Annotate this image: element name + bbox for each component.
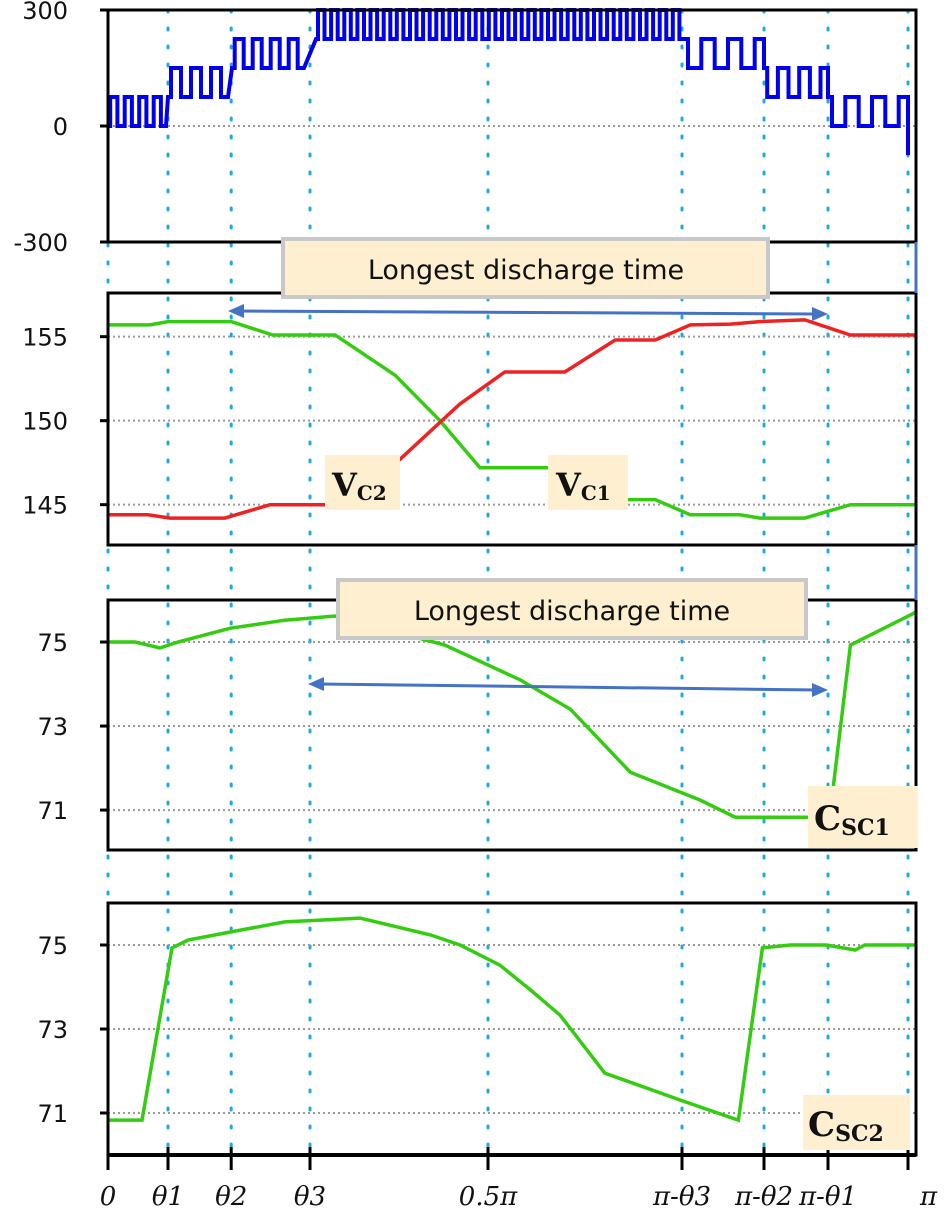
series-VC1 <box>108 319 916 520</box>
x-tick-label: 0 <box>100 1182 117 1212</box>
y-tick-label: 73 <box>37 1016 68 1044</box>
panel-4: 75 73 71 <box>37 901 918 1157</box>
panel-frame <box>106 291 918 547</box>
arrow-head <box>812 683 828 697</box>
svg-text:VC2: VC2 <box>331 466 387 505</box>
csc1-main: C <box>814 799 841 839</box>
csc1-label: CSC1 <box>808 786 918 848</box>
double-arrow <box>317 682 819 692</box>
x-axis: 0 θ1 θ2 θ3 0.5π π-θ3 π-θ2 π-θ1 π <box>100 1147 938 1212</box>
arrow-head <box>308 677 324 691</box>
y-tick-label: 150 <box>22 408 68 436</box>
vc1-label: VC1 <box>548 455 628 510</box>
svg-text:CSC1: CSC1 <box>814 799 890 841</box>
panel-2: 155 150 145 <box>22 291 918 547</box>
series-output-voltage <box>108 8 910 155</box>
y-tick-label: 71 <box>37 797 68 825</box>
csc2-label: CSC2 <box>803 1095 910 1150</box>
x-tick-label: θ1 <box>152 1182 184 1212</box>
discharge-label-2: Longest discharge time <box>414 596 730 627</box>
y-tick-label: 155 <box>22 324 68 352</box>
svg-text:CSC2: CSC2 <box>808 1105 884 1147</box>
y-tick-label: -300 <box>14 229 68 257</box>
panel-3: 75 73 71 <box>37 598 918 852</box>
arrows <box>228 304 828 697</box>
x-tick-label: π-θ2 <box>734 1182 793 1212</box>
csc1-sub: SC1 <box>841 815 890 841</box>
svg-text:VC1: VC1 <box>555 466 611 505</box>
vc1-main: V <box>555 466 582 504</box>
arrow-head <box>812 307 828 321</box>
panels: 300 0 -300 155 150 145 75 73 71 75 73 71 <box>14 0 918 1157</box>
panel-1: 300 0 -300 <box>14 0 918 257</box>
x-tick-label: π-θ1 <box>798 1182 857 1212</box>
y-tick-label: 0 <box>53 113 68 141</box>
vc1-sub: C1 <box>581 481 611 505</box>
vc2-main: V <box>331 466 358 504</box>
csc2-sub: SC2 <box>835 1121 884 1147</box>
series-CSC2 <box>108 916 916 1123</box>
vc2-label: VC2 <box>325 455 400 510</box>
series-VC2 <box>108 318 916 520</box>
vc2-sub: C2 <box>357 481 387 505</box>
x-tick-label: π-θ3 <box>652 1182 711 1212</box>
y-tick-label: 73 <box>37 713 68 741</box>
y-tick-label: 300 <box>22 0 68 25</box>
discharge-annotation-1: Longest discharge time <box>281 237 770 299</box>
arrow-head <box>228 304 244 318</box>
x-tick-label: 0.5π <box>459 1182 518 1212</box>
double-arrow <box>237 309 819 316</box>
y-tick-label: 75 <box>37 932 68 960</box>
series-CSC1 <box>108 610 917 819</box>
discharge-annotation-2: Longest discharge time <box>336 578 808 640</box>
csc2-main: C <box>808 1105 835 1145</box>
discharge-label-1: Longest discharge time <box>368 255 684 286</box>
x-tick-label: π <box>919 1182 938 1212</box>
y-tick-label: 75 <box>37 629 68 657</box>
y-tick-label: 145 <box>22 492 68 520</box>
y-tick-label: 71 <box>37 1100 68 1128</box>
x-tick-label: θ3 <box>294 1182 326 1212</box>
x-tick-label: θ2 <box>215 1182 247 1212</box>
